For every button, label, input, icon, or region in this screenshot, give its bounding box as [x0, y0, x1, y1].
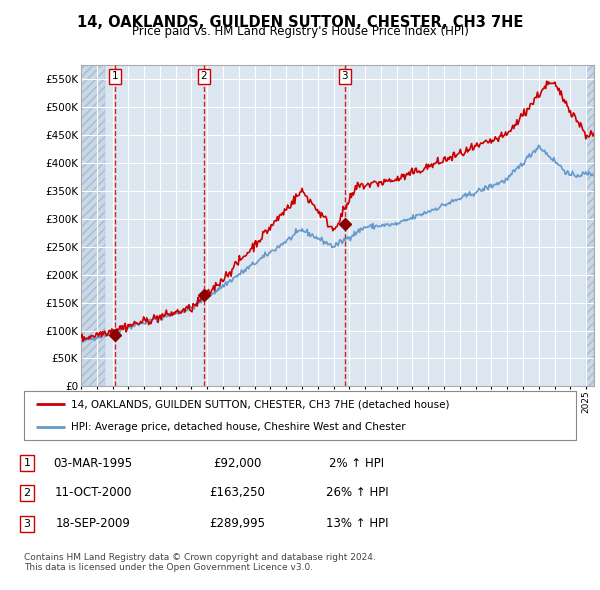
- Text: 1: 1: [23, 458, 31, 468]
- Text: 3: 3: [341, 71, 348, 81]
- Text: £289,995: £289,995: [209, 517, 265, 530]
- Text: 13% ↑ HPI: 13% ↑ HPI: [326, 517, 388, 530]
- Text: 03-MAR-1995: 03-MAR-1995: [53, 457, 133, 470]
- Text: £92,000: £92,000: [213, 457, 261, 470]
- Text: 2: 2: [200, 71, 207, 81]
- Text: Contains HM Land Registry data © Crown copyright and database right 2024.: Contains HM Land Registry data © Crown c…: [24, 553, 376, 562]
- Text: 14, OAKLANDS, GUILDEN SUTTON, CHESTER, CH3 7HE: 14, OAKLANDS, GUILDEN SUTTON, CHESTER, C…: [77, 15, 523, 30]
- Text: 18-SEP-2009: 18-SEP-2009: [56, 517, 130, 530]
- Text: 14, OAKLANDS, GUILDEN SUTTON, CHESTER, CH3 7HE (detached house): 14, OAKLANDS, GUILDEN SUTTON, CHESTER, C…: [71, 399, 449, 409]
- Text: This data is licensed under the Open Government Licence v3.0.: This data is licensed under the Open Gov…: [24, 563, 313, 572]
- Text: 1: 1: [112, 71, 119, 81]
- Text: 11-OCT-2000: 11-OCT-2000: [55, 486, 131, 499]
- Text: £163,250: £163,250: [209, 486, 265, 499]
- Text: 2% ↑ HPI: 2% ↑ HPI: [329, 457, 385, 470]
- Text: HPI: Average price, detached house, Cheshire West and Chester: HPI: Average price, detached house, Ches…: [71, 422, 406, 432]
- Text: 3: 3: [23, 519, 31, 529]
- Text: 26% ↑ HPI: 26% ↑ HPI: [326, 486, 388, 499]
- Text: 2: 2: [23, 488, 31, 497]
- Text: Price paid vs. HM Land Registry's House Price Index (HPI): Price paid vs. HM Land Registry's House …: [131, 25, 469, 38]
